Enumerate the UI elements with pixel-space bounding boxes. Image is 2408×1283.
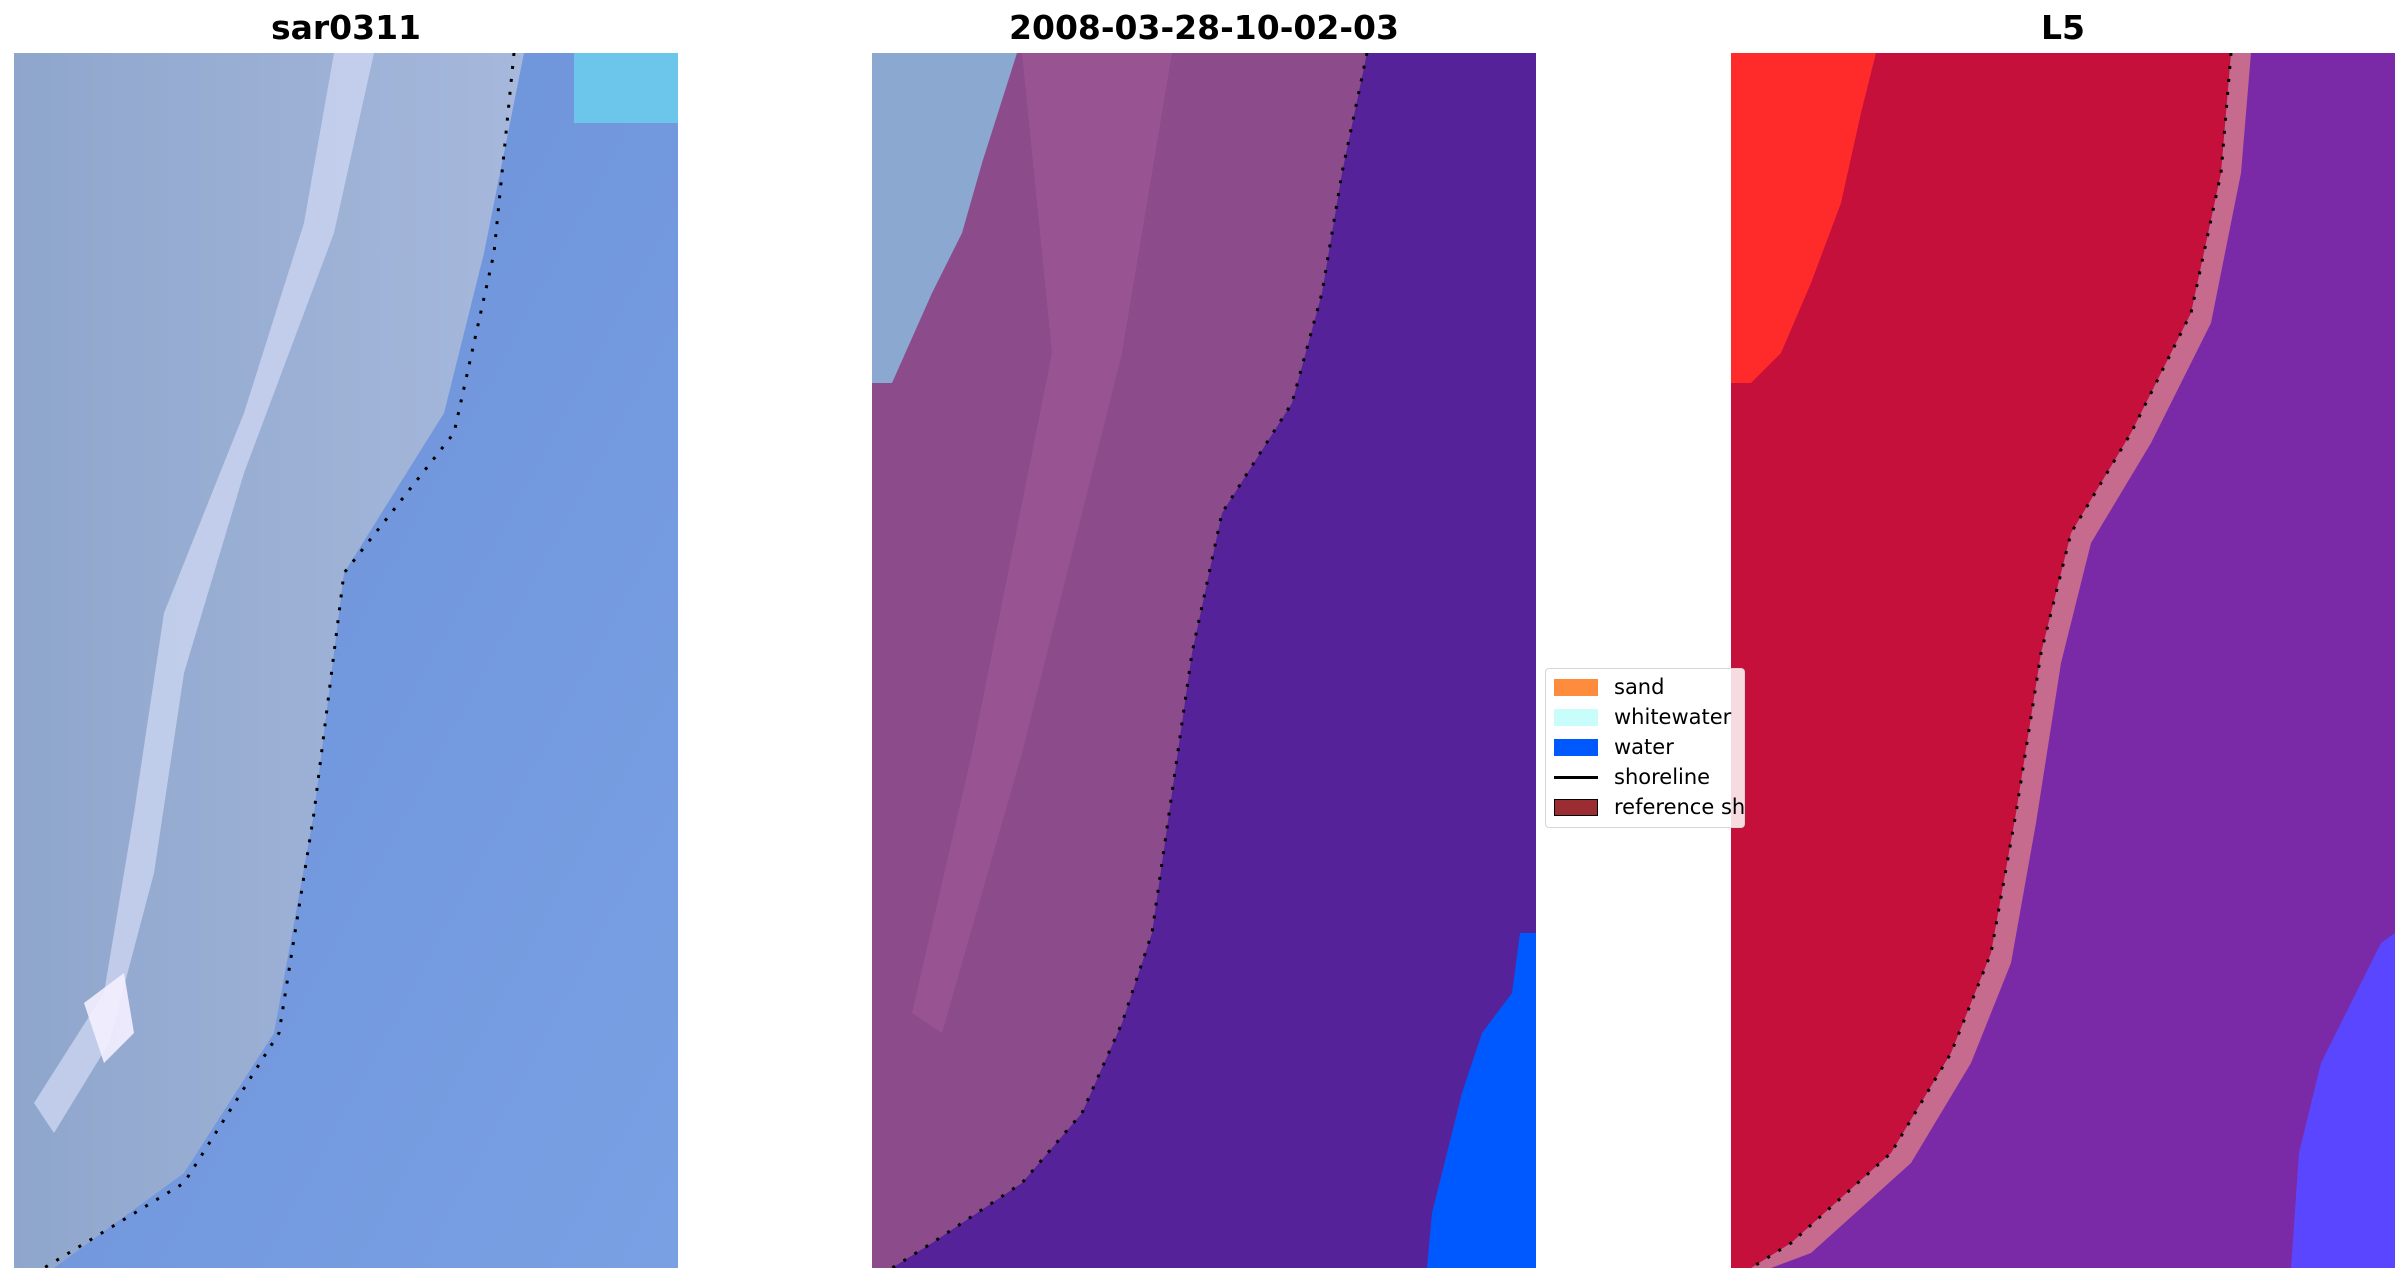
- sar-surf-highlight: [84, 973, 134, 1063]
- legend-swatch-water: [1554, 738, 1598, 756]
- legend-label-water: water: [1614, 735, 1674, 759]
- legend: sand whitewater water shoreline referenc…: [1545, 668, 1745, 828]
- legend-swatch-whitewater: [1554, 708, 1598, 726]
- index-land: [1731, 53, 2231, 1268]
- panel-title-index: L5: [2041, 8, 2085, 47]
- legend-item-reference-shoreline: reference shoreline: [1554, 795, 1745, 819]
- panel-title-classified: 2008-03-28-10-02-03: [1009, 8, 1399, 47]
- index-image-panel: [1731, 53, 2395, 1268]
- sar-image-panel: [14, 53, 678, 1268]
- legend-label-shoreline: shoreline: [1614, 765, 1711, 789]
- sar-surf-band: [34, 53, 374, 1133]
- sar-beach: [14, 53, 524, 1268]
- legend-item-whitewater: whitewater: [1554, 705, 1731, 729]
- legend-item-sand: sand: [1554, 675, 1664, 699]
- legend-label-sand: sand: [1614, 675, 1665, 699]
- legend-label-reference-shoreline: reference shoreline: [1614, 795, 1745, 819]
- sar-offshore-patch: [574, 53, 678, 123]
- legend-item-water: water: [1554, 735, 1674, 759]
- classified-sky: [872, 53, 1017, 383]
- legend-item-shoreline: shoreline: [1554, 765, 1710, 789]
- classified-land-texture: [912, 53, 1172, 1033]
- legend-swatch-sand: [1554, 678, 1598, 696]
- index-bright-water: [2291, 933, 2395, 1268]
- index-bright-land: [1731, 53, 1876, 383]
- legend-swatch-shoreline: [1554, 775, 1598, 779]
- classified-image-panel: [872, 53, 1536, 1268]
- legend-label-whitewater: whitewater: [1614, 705, 1732, 729]
- classified-land: [872, 53, 1367, 1268]
- legend-swatch-reference-shoreline: [1554, 798, 1598, 816]
- classified-bright-water: [1427, 933, 1536, 1268]
- panel-title-sar: sar0311: [270, 8, 422, 47]
